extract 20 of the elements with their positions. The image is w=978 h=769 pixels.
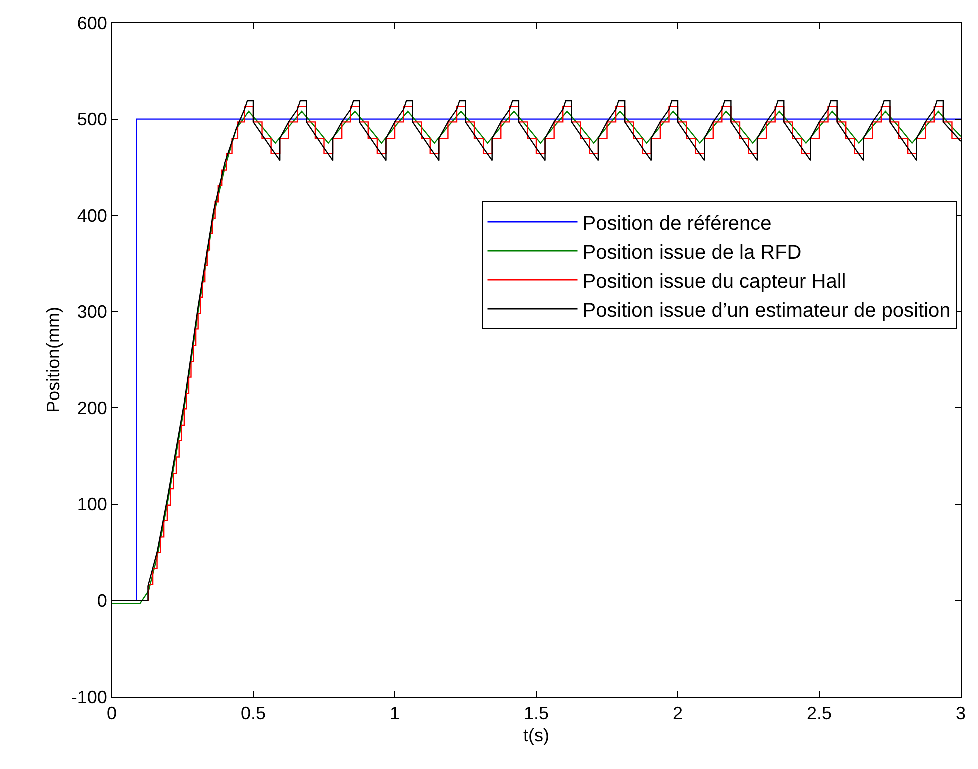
legend-label: Position issue du capteur Hall — [582, 270, 846, 293]
y-tick-label: 500 — [77, 110, 108, 130]
y-tick-label: -100 — [71, 687, 108, 708]
y-tick-label: 300 — [77, 302, 108, 322]
x-tick-label: 2.5 — [806, 704, 832, 724]
y-tick-label: 100 — [77, 494, 108, 515]
x-tick-label: 0.5 — [240, 704, 266, 724]
x-tick-label: 1.5 — [524, 704, 550, 724]
x-tick-label: 2 — [672, 704, 684, 724]
x-tick-label: 3 — [956, 704, 966, 724]
legend-label: Position issue d’un estimateur de position — [582, 300, 951, 322]
x-axis-title: t(s) — [524, 726, 550, 746]
legend-label: Position de référence — [582, 212, 772, 235]
legend-label: Position issue de la RFD — [582, 242, 802, 264]
y-axis-title: Position(mm) — [44, 306, 64, 414]
y-tick-label: 0 — [97, 591, 108, 612]
y-tick-label: 400 — [77, 206, 108, 226]
y-tick-label: 200 — [77, 398, 108, 418]
y-tick-label: 600 — [77, 13, 108, 34]
x-tick-label: 1 — [390, 704, 400, 724]
